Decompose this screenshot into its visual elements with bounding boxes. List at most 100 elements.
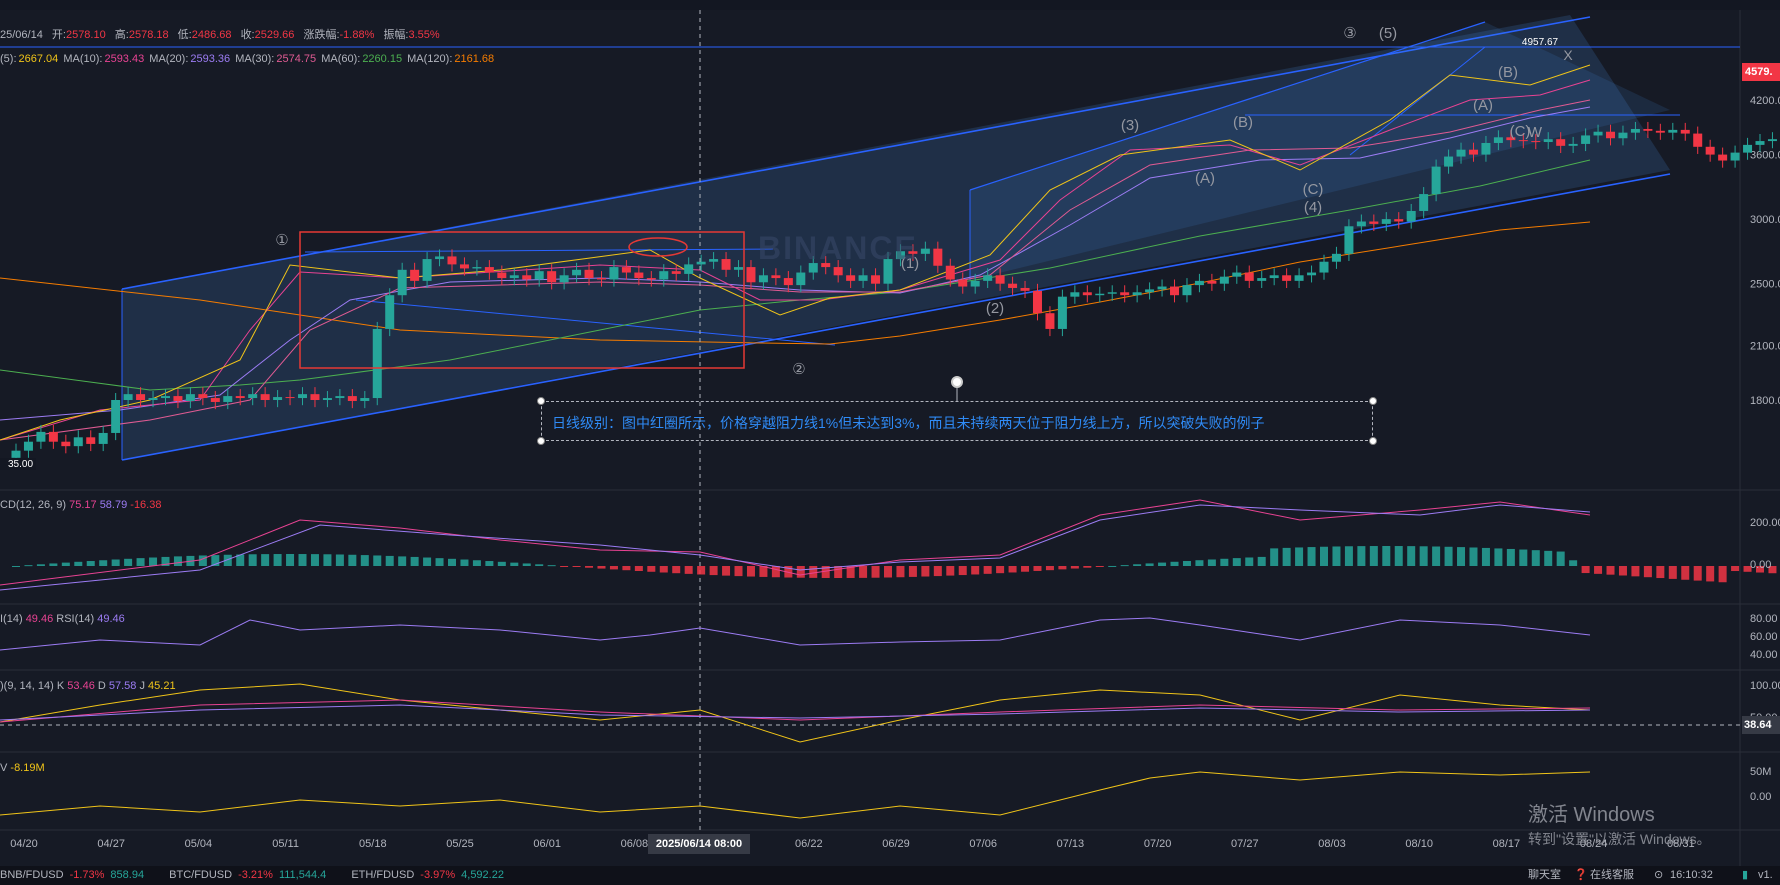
candle-body <box>945 265 955 280</box>
candle-body <box>148 398 158 400</box>
macd-hist-bar <box>622 566 631 571</box>
candle-body <box>1008 283 1018 288</box>
obv-tick-label: 0.00 <box>1750 791 1771 803</box>
candle-body <box>746 267 756 283</box>
macd-hist-bar <box>273 554 282 566</box>
annotation-anchor-handle[interactable] <box>951 376 963 388</box>
macd-hist-bar <box>472 560 481 566</box>
candle-body <box>1767 139 1777 142</box>
candle-body <box>1107 292 1117 294</box>
macd-hist-bar <box>111 559 120 566</box>
ma60-line <box>0 159 1591 391</box>
open-label: 开: <box>51 29 66 41</box>
macd-hist-bar <box>1369 546 1378 566</box>
low-price-label: 35.00 <box>8 459 33 470</box>
macd-hist-bar <box>1058 566 1067 570</box>
macd-hist-bar <box>1332 546 1341 566</box>
change-value: -1.88% <box>339 29 375 41</box>
chatroom-link[interactable]: 聊天室 <box>1528 869 1561 881</box>
candle-body <box>1581 135 1591 144</box>
macd-hist-bar <box>1232 558 1241 566</box>
candle-body <box>933 248 943 266</box>
clock-time: 16:10:32 <box>1670 869 1713 881</box>
wave-label-top: ③ <box>1343 25 1356 42</box>
ma-legend: (5): 2667.04 MA(10): 2593.43 MA(20): 2593.3… <box>0 53 496 65</box>
crosshair-date-tag: 2025/06/14 08:00 <box>648 834 750 854</box>
low-label: 低: <box>177 29 192 41</box>
macd-hist-bar <box>946 566 955 576</box>
candle-body <box>1032 290 1042 314</box>
macd-hist-bar <box>1407 546 1416 566</box>
obv-label: V <box>0 762 8 774</box>
candle-body <box>1618 132 1628 139</box>
wave-label: (3) <box>1121 117 1139 134</box>
macd-hist-bar <box>1021 566 1030 572</box>
ticker-btc[interactable]: BTC/FDUSD <box>169 869 233 881</box>
candle-body <box>372 328 382 399</box>
annotation-handle-bl[interactable] <box>537 437 545 445</box>
candle-body <box>1020 287 1030 291</box>
x-tick-label: 08/31 <box>1667 838 1695 850</box>
candle-body <box>198 394 208 399</box>
macd-hist-bar <box>1743 566 1752 572</box>
candle-body <box>1693 133 1703 147</box>
rsi-label-2: RSI(14) <box>56 613 95 625</box>
macd-hist-bar <box>684 566 693 574</box>
annotation-handle-br[interactable] <box>1369 437 1377 445</box>
annotation-text[interactable]: 日线级别：图中红圈所示，价格穿越阻力线1%但未达到3%，而且未持续两天位于阻力线… <box>552 415 1265 431</box>
macd-hist-bar <box>1444 546 1453 566</box>
macd-hist-bar <box>49 563 58 566</box>
candle-body <box>758 275 768 283</box>
channel-upper-line <box>121 16 1591 290</box>
candle-body <box>310 394 320 400</box>
macd-hist-bar <box>348 554 357 566</box>
macd-hist-bar <box>585 566 594 568</box>
candle-body <box>671 271 681 274</box>
help-icon[interactable]: ❓ <box>1574 869 1588 881</box>
ticker-eth[interactable]: ETH/FDUSD <box>351 869 415 881</box>
annotation-handle-tr[interactable] <box>1369 397 1377 405</box>
candle-body <box>1655 130 1665 133</box>
macd-hist-bar <box>1195 560 1204 566</box>
candle-body <box>1406 210 1416 222</box>
candle-body <box>1170 286 1180 296</box>
ma120-value: 2161.68 <box>454 53 495 65</box>
candle-body <box>160 396 170 399</box>
watermark-line1: 激活 Windows <box>1528 804 1655 826</box>
macd-hist-bar <box>1220 558 1229 566</box>
macd-hist-bar <box>373 555 382 566</box>
d-label: D <box>97 680 106 692</box>
candle-body <box>1394 219 1404 222</box>
macd-hist-bar <box>1768 566 1777 574</box>
macd-hist-bar <box>746 566 755 577</box>
candle-body <box>547 271 557 283</box>
annotation-handle-tl[interactable] <box>537 397 545 405</box>
macd-hist-bar <box>1008 566 1017 573</box>
macd-hist-bar <box>547 565 556 567</box>
macd-hist-bar <box>560 566 569 567</box>
candle-body <box>1157 286 1167 290</box>
low-value: 2486.68 <box>191 29 232 41</box>
candle-body <box>621 267 631 273</box>
macd-hist-bar <box>1581 566 1590 574</box>
candle-body <box>1219 276 1229 284</box>
candle-body <box>459 264 469 269</box>
annotation-box[interactable] <box>541 401 1373 441</box>
macd-hist-bar <box>846 566 855 578</box>
macd-hist-bar <box>1594 566 1603 574</box>
ticker-bnb-change: -1.73% <box>69 869 105 881</box>
ticker-bnb[interactable]: BNB/FDUSD <box>0 869 64 881</box>
candle-body <box>659 271 669 280</box>
candle-body <box>646 278 656 280</box>
x-tick-label: 06/22 <box>795 838 823 850</box>
candle-body <box>410 269 420 281</box>
online-service-link[interactable]: 在线客服 <box>1590 869 1634 881</box>
macd-hist-bar <box>983 566 992 574</box>
macd-tick-label: 0.00 <box>1750 559 1771 571</box>
candle-body <box>285 397 295 399</box>
macd-hist-bar <box>298 554 307 566</box>
candle-body <box>920 248 930 254</box>
candle-body <box>1680 129 1690 134</box>
macd-hist-bar <box>1419 546 1428 566</box>
candle-body <box>173 396 183 401</box>
